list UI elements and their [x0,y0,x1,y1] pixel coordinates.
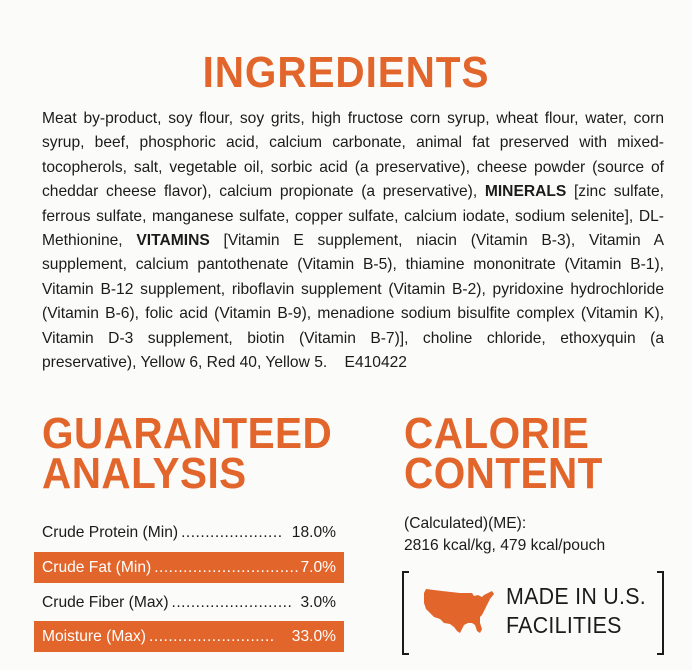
ga-row-leader: .......................... [148,628,275,645]
made-in-usa-badge: MADE IN U.S. FACILITIES [402,571,664,655]
badge-left-bracket [402,571,409,655]
ga-row-value: 3.0% [300,594,336,611]
ga-row-value: 7.0% [300,559,336,576]
ga-row-value: 18.0% [291,524,336,541]
usa-map-icon [424,589,494,633]
ga-row-crude-fat: Crude Fat (Min) ........................… [34,552,344,583]
ingredients-text-part2: [zinc sulfate, ferrous sulfate, manganes… [42,183,664,250]
ingredients-text-part1: Meat by-product, soy flour, soy grits, h… [42,110,664,201]
calorie-method: (Calculated)(ME): [404,515,527,532]
ga-row-leader: ......................... [171,594,293,611]
ga-row-label: Crude Protein (Min) [42,524,179,541]
ga-row-value: 33.0% [291,628,336,645]
badge-text: MADE IN U.S. FACILITIES [506,582,646,640]
ga-row-label: Moisture (Max) [42,628,146,645]
cc-title-line1: CALORIE [404,409,590,458]
minerals-label: MINERALS [484,183,567,201]
ga-row-crude-fiber: Crude Fiber (Max) ......................… [34,587,344,618]
ga-row-label: Crude Fat (Min) [42,559,152,576]
ga-row-leader: .............................. [154,559,300,576]
ga-title-line1: GUARANTEED [42,409,333,458]
ingredients-text-part3: [Vitamin E supplement, niacin (Vitamin B… [42,232,664,372]
calorie-content-title: CALORIE CONTENT [404,409,603,498]
vitamins-label: VITAMINS [136,232,210,250]
ga-row-moisture: Moisture (Max) .........................… [34,621,344,652]
ga-title-line2: ANALYSIS [42,449,247,498]
badge-line2: FACILITIES [506,612,622,638]
badge-line1: MADE IN U.S. [506,583,647,609]
ga-row-leader: ..................... [181,524,283,541]
ingredients-title: INGREDIENTS [202,48,490,97]
cc-title-line2: CONTENT [404,449,603,498]
ga-row-label: Crude Fiber (Max) [42,594,169,611]
guaranteed-analysis-title: GUARANTEED ANALYSIS [42,409,333,498]
calorie-content-text: (Calculated)(ME): 2816 kcal/kg, 479 kcal… [404,513,605,557]
ingredients-list: Meat by-product, soy flour, soy grits, h… [42,107,664,375]
calorie-values: 2816 kcal/kg, 479 kcal/pouch [404,537,606,554]
ga-row-crude-protein: Crude Protein (Min) ....................… [34,517,344,548]
product-code: E410422 [344,354,407,372]
badge-right-bracket [657,571,664,655]
